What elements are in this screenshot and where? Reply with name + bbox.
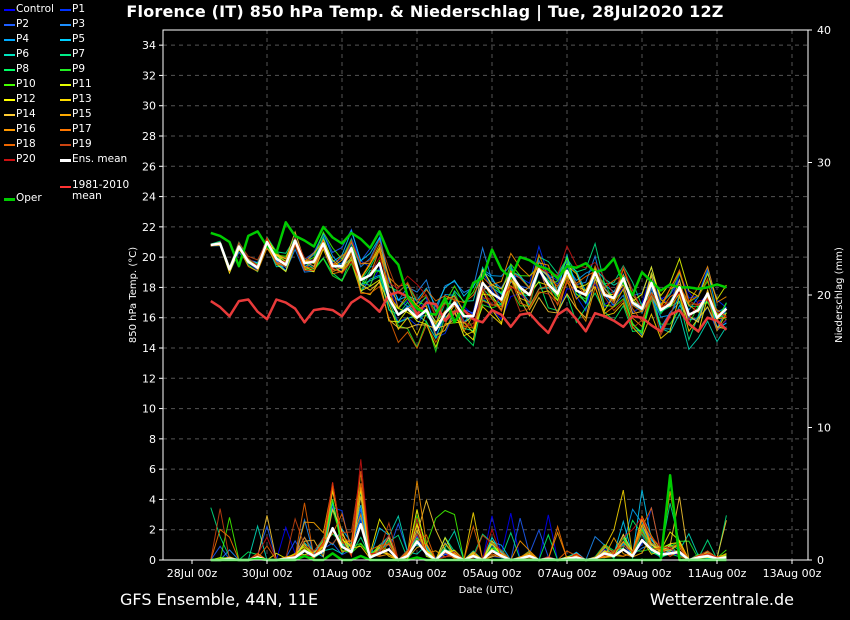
y-tick-label: 14 [142, 342, 156, 355]
legend-label: P17 [72, 123, 92, 135]
legend-swatch [60, 129, 71, 131]
y-tick-label: 16 [142, 312, 156, 325]
legend-swatch [60, 84, 71, 86]
legend-label: P11 [72, 78, 92, 90]
oper-temp-line [210, 221, 727, 324]
axes: 0246810121416182022242628303234010203040… [142, 24, 831, 580]
legend-swatch [4, 198, 15, 201]
legend-label: Control [16, 3, 54, 15]
y-tick-label: 20 [142, 251, 156, 264]
legend-swatch [4, 99, 15, 101]
x-tick-label: 07Aug 00z [538, 567, 597, 580]
x-tick-label: 03Aug 00z [388, 567, 447, 580]
x-tick-label: 09Aug 00z [613, 567, 672, 580]
legend-label: P12 [16, 93, 36, 105]
y-axis-label: 850 hPa Temp. (°C) [128, 247, 139, 343]
y-tick-label: 30 [142, 100, 156, 113]
legend-label: P2 [16, 18, 30, 30]
y2-axis-label: Niederschlag (mm) [834, 247, 845, 343]
legend-swatch [4, 24, 15, 26]
ensemble-precip-line [210, 471, 727, 561]
grid [163, 30, 808, 560]
legend-label: P7 [72, 48, 86, 60]
y-tick-label: 22 [142, 221, 156, 234]
y-tick-label: 32 [142, 69, 156, 82]
footer-model-info: GFS Ensemble, 44N, 11E [120, 590, 319, 609]
legend-label: P1 [72, 3, 86, 15]
legend-swatch [60, 186, 71, 188]
legend-swatch [60, 9, 71, 11]
y-tick-label: 2 [149, 524, 156, 537]
legend-label: P6 [16, 48, 30, 60]
y-tick-label: 4 [149, 493, 156, 506]
legend-label: P10 [16, 78, 36, 90]
legend-swatch [60, 54, 71, 56]
legend-label: P8 [16, 63, 30, 75]
y2-tick-label: 30 [817, 157, 831, 170]
legend-swatch [60, 114, 71, 116]
y-tick-label: 6 [149, 463, 156, 476]
legend-label: P19 [72, 138, 92, 150]
legend-label: P18 [16, 138, 36, 150]
y2-tick-label: 10 [817, 422, 831, 435]
legend-label: P3 [72, 18, 86, 30]
legend-swatch [4, 54, 15, 56]
x-tick-label: 01Aug 00z [313, 567, 372, 580]
legend-swatch [4, 84, 15, 86]
legend-label: P5 [72, 33, 86, 45]
legend-label: Oper [16, 192, 42, 204]
ens-mean-precip-line [210, 522, 727, 562]
y-tick-label: 18 [142, 281, 156, 294]
legend-swatch [60, 99, 71, 101]
x-tick-label: 11Aug 00z [688, 567, 747, 580]
legend-swatch [4, 144, 15, 146]
ensemble-temp-line [210, 239, 727, 337]
y2-tick-label: 0 [817, 554, 824, 567]
y-tick-label: 10 [142, 403, 156, 416]
y-tick-label: 24 [142, 191, 156, 204]
y2-tick-label: 20 [817, 289, 831, 302]
ens-mean-temp-line [210, 239, 728, 332]
ensemble-temp-line [210, 236, 727, 337]
legend: Control P1 P2 P3 P4 P5 P6 P7 P8 P9 P10 P11 P12 P13 P14… [0, 0, 140, 210]
legend-swatch [4, 39, 15, 41]
footer-site-credit: Wetterzentrale.de [649, 590, 794, 609]
y-tick-label: 34 [142, 39, 156, 52]
legend-swatch [4, 129, 15, 131]
legend-swatch [60, 69, 71, 71]
y-tick-label: 12 [142, 372, 156, 385]
legend-label: P20 [16, 153, 36, 165]
legend-swatch [4, 159, 15, 161]
x-tick-label: 28Jul 00z [167, 567, 218, 580]
legend-label: P9 [72, 63, 86, 75]
legend-swatch [4, 114, 15, 116]
x-tick-label: 30Jul 00z [242, 567, 293, 580]
legend-swatch [4, 9, 15, 11]
climate-mean-line [210, 290, 728, 335]
legend-swatch [60, 24, 71, 26]
x-axis-label: Date (UTC) [459, 585, 514, 596]
chart-title: Florence (IT) 850 hPa Temp. & Niederschl… [126, 2, 724, 21]
legend-label: P4 [16, 33, 30, 45]
legend-label: P16 [16, 123, 36, 135]
legend-label: P15 [72, 108, 92, 120]
legend-label: 1981-2010 mean [72, 179, 130, 202]
x-tick-label: 13Aug 00z [763, 567, 822, 580]
legend-swatch [60, 144, 71, 146]
legend-swatch [60, 159, 71, 162]
legend-label: P14 [16, 108, 36, 120]
legend-swatch [60, 39, 71, 41]
y-tick-label: 0 [149, 554, 156, 567]
y-tick-label: 26 [142, 160, 156, 173]
y-tick-label: 8 [149, 433, 156, 446]
y2-tick-label: 40 [817, 24, 831, 37]
x-tick-label: 05Aug 00z [463, 567, 522, 580]
legend-swatch [4, 69, 15, 71]
y-tick-label: 28 [142, 130, 156, 143]
legend-label: P13 [72, 93, 92, 105]
legend-label: Ens. mean [72, 153, 128, 165]
